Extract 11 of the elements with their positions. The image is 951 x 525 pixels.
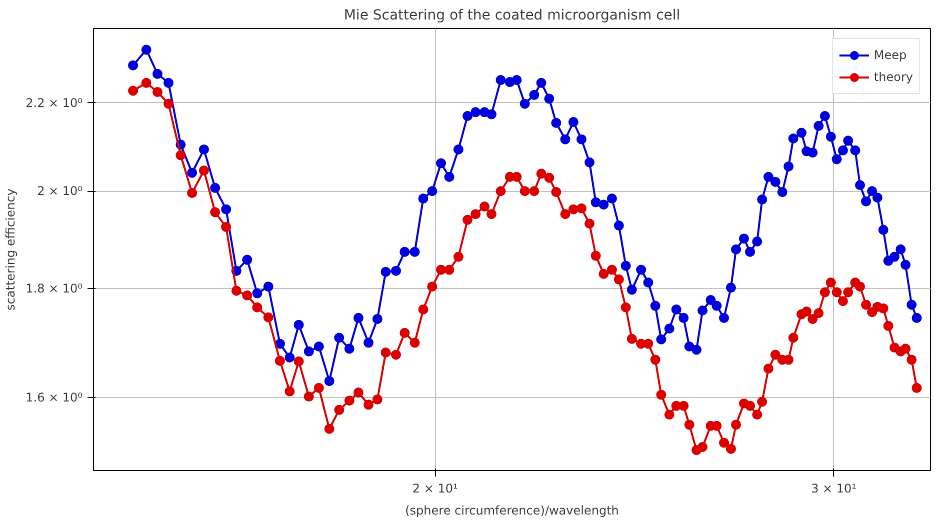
y-tick-label: 1.8 × 10⁰ bbox=[26, 282, 83, 296]
x-axis-title: (sphere circumference)/wavelength bbox=[405, 504, 619, 518]
y-tick-label: 1.6 × 10⁰ bbox=[26, 390, 83, 405]
y-tick-label: 2 × 10⁰ bbox=[37, 184, 83, 198]
y-tick-label: 2.2 × 10⁰ bbox=[26, 96, 83, 110]
x-tick-label: 2 × 10¹ bbox=[412, 482, 458, 496]
chart-title: Mie Scattering of the coated microorganism cell bbox=[344, 8, 680, 24]
legend-label: theory bbox=[874, 70, 913, 84]
y-axis-title: scattering efficiency bbox=[4, 188, 18, 310]
x-tick-label: 3 × 10¹ bbox=[811, 482, 857, 496]
legend-label: Meep bbox=[874, 48, 907, 62]
